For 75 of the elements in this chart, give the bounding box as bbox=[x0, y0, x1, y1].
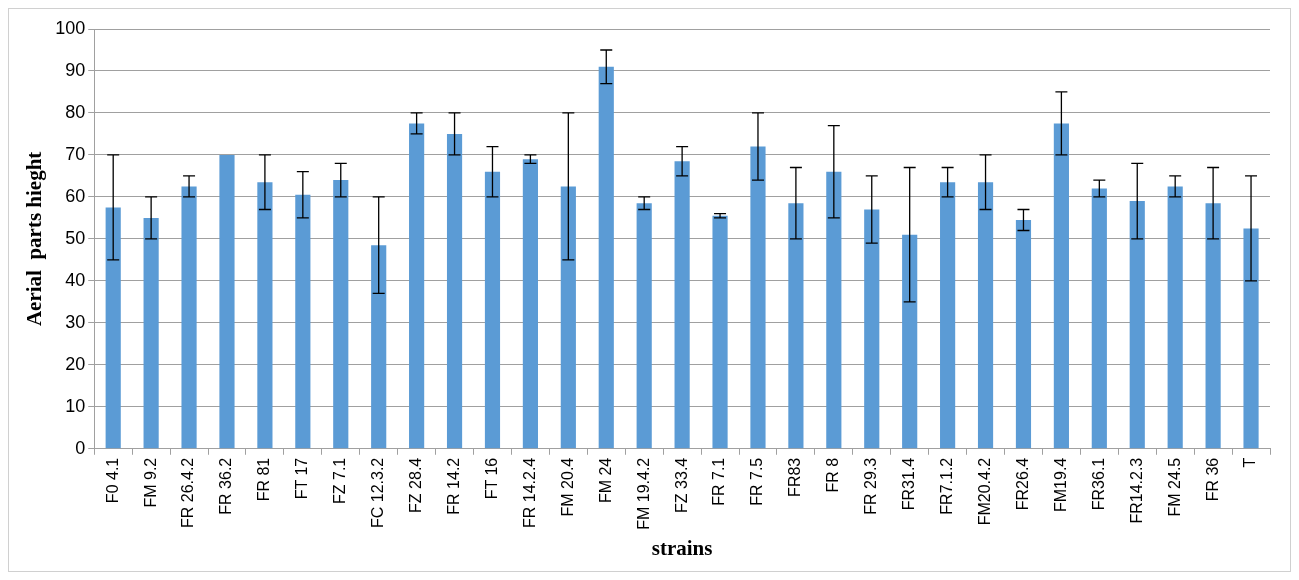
y-tick-label: 20 bbox=[65, 353, 86, 374]
x-tick-label: FM 9.2 bbox=[141, 457, 159, 508]
y-tick-label: 70 bbox=[65, 143, 86, 164]
bar bbox=[1053, 123, 1069, 449]
x-tick-label: FR83 bbox=[786, 457, 804, 497]
x-tick-label: FR 36.2 bbox=[217, 457, 235, 515]
x-tick-label: FR 8 bbox=[824, 457, 842, 493]
bar bbox=[560, 186, 576, 449]
x-tick-label: FR7.1.2 bbox=[938, 457, 956, 515]
x-tick-label: FR14.2.3 bbox=[1127, 457, 1145, 524]
x-axis-title: strains bbox=[651, 535, 713, 560]
bar bbox=[522, 159, 538, 449]
x-tick-label: FM19.4 bbox=[1051, 457, 1069, 513]
bar bbox=[446, 133, 463, 449]
bar bbox=[333, 180, 349, 449]
bar bbox=[750, 146, 766, 449]
y-tick-label: 10 bbox=[65, 395, 86, 416]
y-tick-label: 0 bbox=[75, 437, 86, 458]
y-tick-label: 90 bbox=[65, 59, 86, 80]
x-tick-label: FR 29.3 bbox=[862, 457, 880, 515]
x-tick-label: FR36.1 bbox=[1089, 457, 1107, 511]
x-tick-label: FR26.4 bbox=[1013, 457, 1031, 511]
y-tick-label: 60 bbox=[65, 185, 86, 206]
bar bbox=[219, 154, 235, 449]
bar bbox=[788, 203, 804, 449]
bar bbox=[864, 209, 880, 449]
x-tick-label: FR 7.1 bbox=[710, 457, 728, 506]
x-tick-label: T bbox=[1241, 457, 1259, 468]
x-tick-label: FR31.4 bbox=[900, 457, 918, 511]
x-tick-label: FZ 28.4 bbox=[407, 457, 425, 513]
x-tick-label: F0 4.1 bbox=[103, 457, 121, 504]
bar bbox=[1243, 228, 1259, 449]
x-tick-label: FR 36 bbox=[1203, 457, 1221, 502]
x-tick-label: FM20.4.2 bbox=[975, 457, 993, 526]
y-tick-label: 30 bbox=[65, 311, 86, 332]
bar bbox=[826, 171, 842, 449]
x-tick-label: FZ 33.4 bbox=[672, 457, 690, 513]
y-tick-label: 100 bbox=[55, 17, 86, 38]
x-tick-label: FM 20.4 bbox=[558, 457, 576, 517]
x-tick-label: FM 24.5 bbox=[1165, 457, 1183, 517]
bar bbox=[371, 245, 387, 449]
x-tick-label: FM 24 bbox=[596, 457, 614, 504]
bar bbox=[940, 182, 956, 449]
y-tick-label: 40 bbox=[65, 269, 86, 290]
bar bbox=[902, 234, 918, 449]
x-tick-label: FT 17 bbox=[293, 457, 311, 500]
bar bbox=[598, 66, 614, 449]
x-tick-label: FZ 7.1 bbox=[331, 457, 349, 504]
y-tick-label: 80 bbox=[65, 101, 86, 122]
y-axis-title: Aerial parts hieght bbox=[22, 151, 47, 327]
bar bbox=[484, 171, 501, 449]
bar bbox=[977, 182, 994, 449]
x-tick-label: FR 26.4.2 bbox=[179, 457, 197, 529]
x-tick-label: FR 81 bbox=[255, 457, 273, 502]
bar bbox=[1015, 220, 1032, 449]
bar bbox=[1205, 203, 1221, 449]
x-tick-label: FC 12.3.2 bbox=[369, 457, 387, 529]
bar bbox=[409, 123, 425, 449]
bar bbox=[1091, 188, 1107, 449]
x-tick-label: FR 14.2.4 bbox=[520, 457, 538, 529]
bar bbox=[1129, 201, 1145, 449]
bar bbox=[1167, 186, 1183, 449]
bar bbox=[636, 203, 652, 449]
x-tick-label: FM 19.4.2 bbox=[634, 457, 652, 530]
x-tick-label: FR 7.5 bbox=[748, 457, 766, 506]
bar bbox=[181, 186, 197, 449]
bar bbox=[295, 194, 311, 449]
bar bbox=[257, 182, 273, 449]
bar bbox=[105, 207, 121, 449]
bar bbox=[143, 217, 159, 449]
y-tick-label: 50 bbox=[65, 227, 86, 248]
bar bbox=[712, 215, 728, 449]
bar bbox=[674, 161, 690, 449]
x-tick-label: FT 16 bbox=[482, 457, 500, 500]
x-tick-label: FR 14.2 bbox=[444, 457, 462, 515]
